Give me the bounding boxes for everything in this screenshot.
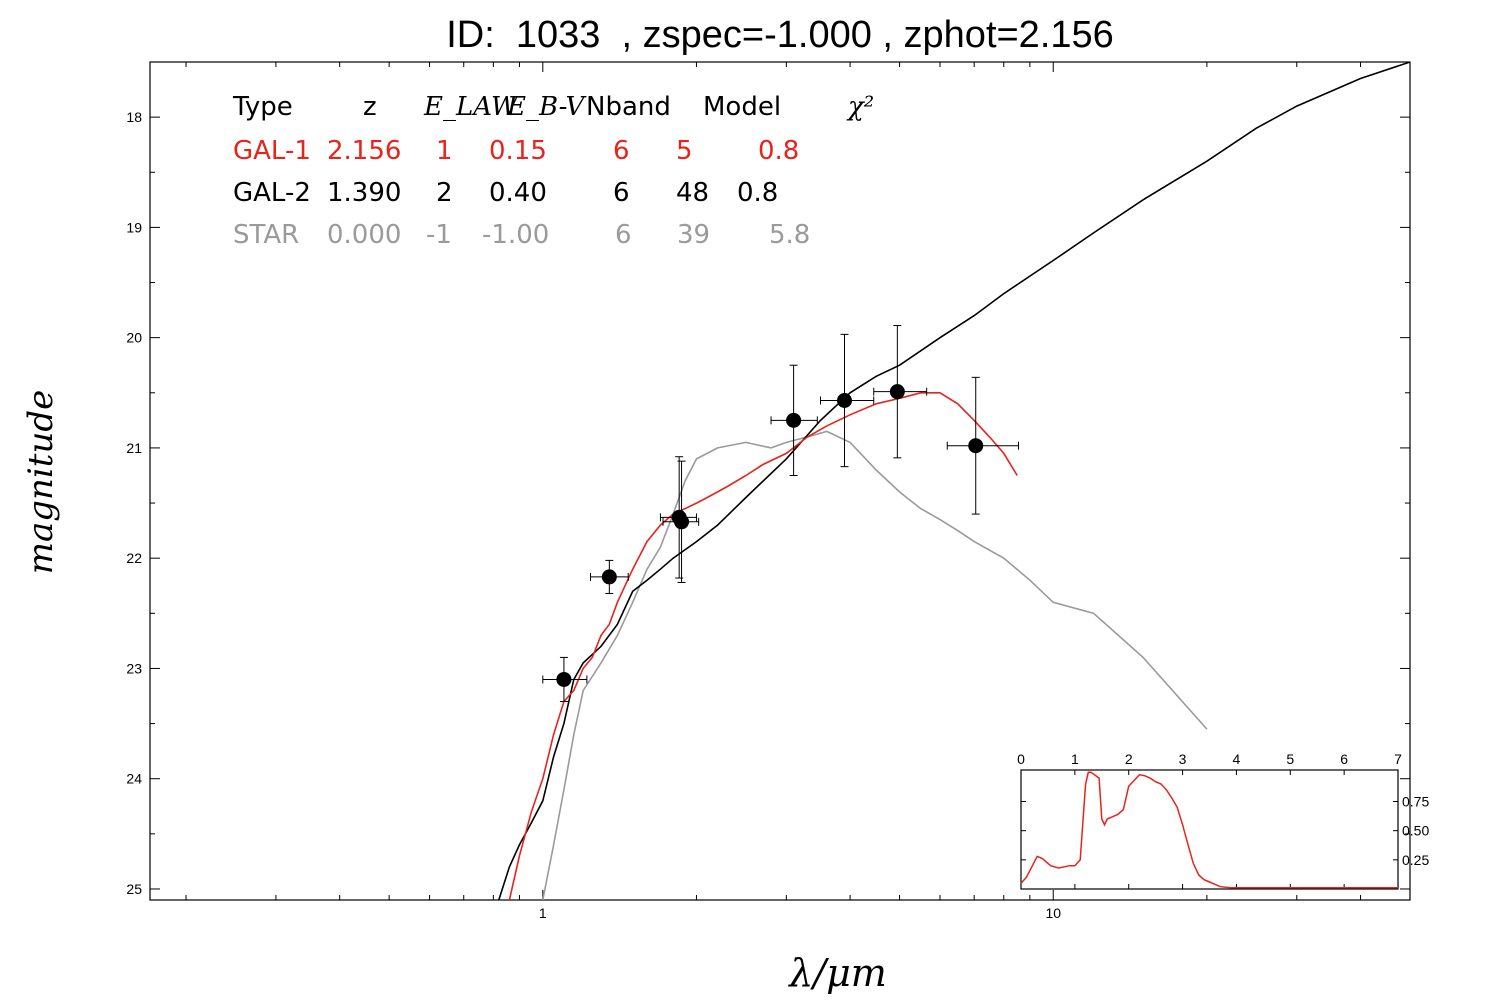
- chart-title: ID: 1033 , zspec=-1.000 , zphot=2.156: [446, 14, 1114, 56]
- legend-row-cell: 6: [615, 220, 632, 250]
- inset-plot: 0 1 2 3 4 5 6 7 0.25 0.50 0.75: [1017, 751, 1429, 890]
- legend-row-cell: STAR: [233, 220, 300, 250]
- photometry-point: [889, 384, 905, 400]
- photometry-point: [674, 514, 690, 530]
- legend-header-cell: Model: [703, 92, 782, 122]
- series-line-gal-1: [508, 392, 1018, 900]
- legend-row-cell: 0.40: [489, 178, 547, 208]
- legend-row-cell: 0.000: [327, 220, 402, 250]
- legend-row-cell: 1.390: [327, 178, 402, 208]
- legend-row-cell: 0.15: [489, 136, 547, 166]
- inset-x-tick-label: 0: [1017, 751, 1025, 767]
- legend-row-cell: -1: [426, 220, 452, 250]
- photometry-point: [836, 393, 852, 409]
- legend-header-cell: χ²: [848, 92, 875, 122]
- inset-x-tick-label: 5: [1286, 751, 1294, 767]
- y-tick-label: 21: [126, 440, 142, 456]
- x-axis-label: λ/μm: [787, 951, 887, 995]
- inset-frame: [1020, 769, 1399, 890]
- y-tick-label: 18: [126, 109, 142, 125]
- inset-x-tick-label: 2: [1125, 751, 1133, 767]
- legend-header-cell: E_LAW: [424, 92, 518, 122]
- legend-header-cell: Nband: [586, 92, 671, 122]
- inset-x-tick-label: 4: [1233, 751, 1241, 767]
- legend-header-cell: z: [363, 92, 377, 122]
- y-tick-label: 24: [126, 771, 142, 787]
- filter-curve: [1020, 771, 1398, 889]
- y-tick-label: 20: [126, 330, 142, 346]
- photometry-point: [968, 438, 984, 454]
- inset-y-tick-label: 0.25: [1402, 852, 1429, 868]
- y-tick-label: 23: [126, 660, 142, 676]
- photometry-point: [786, 412, 802, 428]
- legend-row-cell: 2: [436, 178, 453, 208]
- legend-row-cell: 48: [676, 178, 710, 208]
- inset-x-tick-label: 6: [1340, 751, 1348, 767]
- legend-row-cell: 2.156: [327, 136, 402, 166]
- inset-x-tick-label: 7: [1394, 751, 1402, 767]
- y-axis-label: magnitude: [21, 390, 61, 575]
- legend-row-cell: 5.8: [769, 220, 811, 250]
- legend-row-cell: GAL-2: [233, 178, 311, 208]
- legend-row-cell: -1.00: [482, 220, 550, 250]
- x-tick-label: 1: [539, 905, 547, 921]
- legend-row-cell: 1: [436, 136, 453, 166]
- legend-row-cell: 5: [676, 136, 693, 166]
- x-tick-label: 10: [1045, 905, 1061, 921]
- inset-y-tick-label: 0.75: [1402, 794, 1429, 810]
- inset-x-tick-label: 3: [1179, 751, 1187, 767]
- legend-row-cell: 0.8: [758, 136, 800, 166]
- plot-frame: [149, 61, 1411, 901]
- legend-header-cell: E_B-V: [507, 92, 585, 122]
- series-line-star: [542, 430, 1208, 900]
- legend-row-cell: 6: [613, 136, 630, 166]
- photometry-point: [601, 569, 617, 585]
- y-tick-label: 25: [126, 881, 142, 897]
- legend-row-cell: 39: [677, 220, 711, 250]
- y-tick-label: 19: [126, 219, 142, 235]
- legend-row-cell: 6: [613, 178, 630, 208]
- y-tick-label: 22: [126, 550, 142, 566]
- photometry-point: [556, 671, 572, 687]
- inset-y-tick-label: 0.50: [1402, 823, 1429, 839]
- series-line-gal-2: [498, 62, 1410, 900]
- legend-row-cell: GAL-1: [233, 136, 311, 166]
- inset-x-tick-label: 1: [1071, 751, 1079, 767]
- legend-header-cell: Type: [233, 92, 293, 122]
- legend-row-cell: 0.8: [737, 178, 779, 208]
